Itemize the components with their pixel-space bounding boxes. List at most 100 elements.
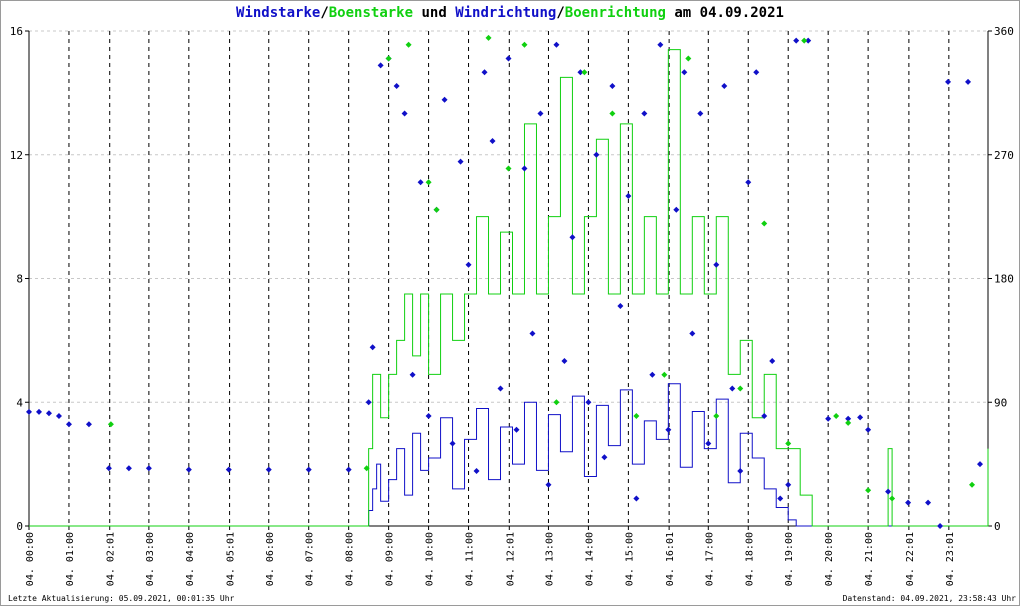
wind-direction-point bbox=[641, 110, 648, 117]
x-tick-label: 04. 07:00 bbox=[305, 532, 316, 586]
title-date: am 04.09.2021 bbox=[665, 5, 784, 21]
wind-direction-point bbox=[369, 344, 376, 351]
gust-direction-point bbox=[107, 421, 114, 428]
wind-direction-point bbox=[553, 41, 560, 48]
wind-direction-point bbox=[825, 415, 832, 422]
wind-direction-point bbox=[657, 41, 664, 48]
wind-direction-point bbox=[745, 179, 752, 186]
wind-direction-point bbox=[489, 138, 496, 144]
wind-direction-point bbox=[545, 481, 552, 488]
y-right-tick-label: 0 bbox=[994, 520, 1001, 533]
title-direction: Windrichtung bbox=[455, 5, 557, 21]
wind-direction-point bbox=[145, 465, 152, 472]
wind-direction-point bbox=[521, 165, 528, 172]
wind-direction-point bbox=[633, 495, 640, 502]
x-tick-label: 04. 22:01 bbox=[905, 532, 916, 586]
wind-direction-point bbox=[937, 523, 944, 529]
x-tick-label: 04. 14:00 bbox=[584, 532, 595, 586]
wind-direction-point bbox=[393, 83, 400, 89]
x-tick-label: 04. 04:00 bbox=[185, 532, 196, 586]
wind-direction-point bbox=[777, 495, 784, 502]
wind-direction-point bbox=[561, 358, 568, 364]
gust-speed-line bbox=[29, 49, 989, 527]
wind-direction-point bbox=[785, 481, 792, 488]
wind-direction-point bbox=[377, 62, 384, 69]
wind-direction-point bbox=[577, 69, 584, 76]
wind-direction-point bbox=[753, 69, 760, 76]
x-tick-label: 04. 23:01 bbox=[945, 532, 956, 586]
y-right-tick-label: 270 bbox=[994, 149, 1014, 162]
wind-direction-point bbox=[761, 413, 768, 419]
title-sep-1: / bbox=[320, 5, 329, 21]
gust-direction-point bbox=[581, 69, 588, 76]
wind-direction-point bbox=[805, 37, 812, 44]
wind-direction-point bbox=[105, 465, 112, 472]
x-tick-label: 04. 03:00 bbox=[145, 532, 156, 586]
gust-direction-point bbox=[685, 55, 692, 62]
gust-direction-point bbox=[609, 110, 616, 117]
gust-direction-point bbox=[405, 41, 412, 48]
gust-direction-point bbox=[845, 419, 852, 426]
gust-direction-point bbox=[385, 55, 392, 62]
title-gust-direction: Boenrichtung bbox=[564, 5, 666, 21]
wind-direction-point bbox=[965, 78, 972, 85]
wind-direction-point bbox=[537, 110, 544, 117]
x-tick-label: 04. 17:00 bbox=[704, 532, 715, 586]
wind-direction-point bbox=[601, 454, 608, 461]
wind-direction-point bbox=[225, 466, 232, 473]
wind-direction-point bbox=[737, 468, 744, 474]
title-wind: Windstarke bbox=[236, 5, 321, 21]
wind-direction-point bbox=[513, 426, 520, 433]
gust-direction-point bbox=[713, 413, 720, 419]
gust-direction-point bbox=[505, 165, 512, 172]
footer-data-status: Datenstand: 04.09.2021, 23:58:43 Uhr bbox=[842, 594, 1016, 603]
y-left-tick-label: 0 bbox=[16, 520, 23, 533]
x-tick-label: 04. 02:01 bbox=[106, 532, 117, 586]
wind-direction-point bbox=[977, 461, 984, 468]
wind-direction-point bbox=[697, 110, 704, 117]
wind-direction-point bbox=[449, 440, 456, 447]
wind-direction-point bbox=[681, 69, 688, 76]
wind-direction-point bbox=[617, 303, 624, 309]
gust-direction-point bbox=[889, 495, 896, 502]
wind-direction-point bbox=[713, 261, 720, 268]
gust-direction-point bbox=[801, 37, 808, 44]
wind-direction-point bbox=[55, 413, 62, 419]
x-tick-label: 04. 09:00 bbox=[385, 532, 396, 586]
x-tick-label: 04. 13:00 bbox=[544, 532, 555, 586]
wind-direction-point bbox=[457, 158, 464, 165]
x-tick-label: 04. 19:00 bbox=[784, 532, 795, 586]
gust-direction-point bbox=[553, 399, 560, 406]
x-tick-label: 04. 18:00 bbox=[744, 532, 755, 586]
wind-direction-point bbox=[65, 421, 72, 428]
wind-direction-point bbox=[769, 358, 776, 364]
wind-direction-point bbox=[85, 421, 92, 428]
gust-direction-point bbox=[521, 41, 528, 48]
wind-direction-point bbox=[885, 488, 892, 495]
gust-direction-point bbox=[485, 34, 492, 41]
wind-direction-point bbox=[569, 234, 576, 241]
wind-speed-line bbox=[29, 383, 989, 527]
wind-direction-point bbox=[441, 96, 448, 103]
wind-direction-point bbox=[649, 371, 656, 378]
y-left-tick-label: 4 bbox=[16, 396, 23, 409]
y-right-tick-label: 360 bbox=[994, 25, 1014, 38]
gust-direction-point bbox=[833, 413, 840, 419]
gust-direction-point bbox=[425, 179, 432, 186]
wind-direction-point bbox=[665, 426, 672, 433]
wind-direction-point bbox=[593, 151, 600, 158]
wind-direction-point bbox=[401, 110, 408, 117]
y-left-tick-label: 16 bbox=[10, 25, 23, 38]
gust-direction-point bbox=[633, 413, 640, 419]
wind-direction-point bbox=[529, 330, 536, 337]
wind-direction-point bbox=[185, 466, 192, 473]
y-right-tick-label: 90 bbox=[994, 396, 1007, 409]
wind-direction-point bbox=[125, 465, 132, 472]
gust-direction-point bbox=[785, 440, 792, 447]
wind-direction-point bbox=[673, 206, 680, 213]
gust-direction-point bbox=[433, 206, 440, 213]
x-tick-label: 04. 15:00 bbox=[624, 532, 635, 586]
x-tick-label: 04. 01:00 bbox=[65, 532, 76, 586]
x-tick-label: 04. 00:00 bbox=[25, 532, 36, 586]
